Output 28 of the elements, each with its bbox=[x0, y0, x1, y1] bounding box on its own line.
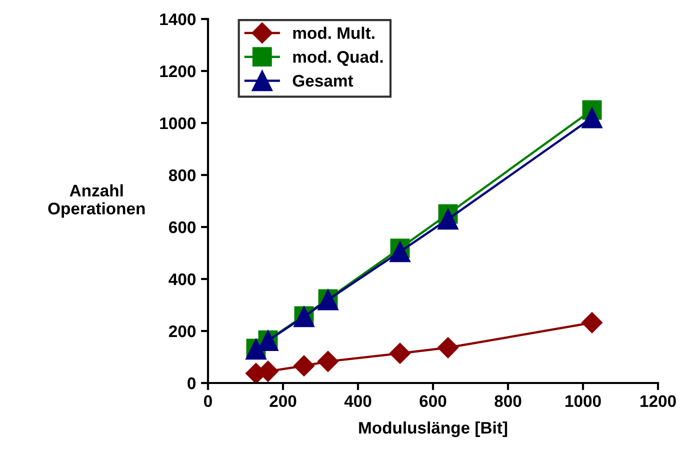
y-tick-label: 400 bbox=[168, 273, 196, 286]
y-axis-title: Anzahl Operationen bbox=[48, 184, 145, 218]
point bbox=[582, 107, 602, 128]
legend-label: Gesamt bbox=[292, 74, 354, 87]
x-tick-label: 1000 bbox=[566, 395, 601, 408]
x-tick-label: 200 bbox=[270, 395, 296, 408]
x-tick-label: 400 bbox=[344, 395, 372, 408]
legend-label: mod. Mult. bbox=[293, 26, 374, 39]
y-tick-label: 1200 bbox=[160, 65, 196, 78]
y-tick-label: 200 bbox=[168, 325, 196, 338]
point bbox=[389, 342, 411, 364]
point bbox=[581, 312, 603, 334]
point bbox=[390, 241, 410, 262]
x-axis-title: Moduluslänge [Bit] bbox=[359, 421, 508, 438]
y-tick-label: 1000 bbox=[160, 117, 196, 130]
y-tick-label: 1400 bbox=[160, 13, 196, 26]
point bbox=[438, 208, 458, 230]
y-tick-label: 0 bbox=[188, 377, 196, 390]
point bbox=[293, 355, 315, 376]
y-tick-label: 600 bbox=[169, 221, 196, 234]
point bbox=[317, 350, 339, 372]
legend-label: mod. Quad. bbox=[293, 50, 383, 66]
x-tick-label: 0 bbox=[204, 395, 212, 408]
x-tick-label: 1200 bbox=[640, 395, 676, 408]
x-tick-label: 800 bbox=[494, 395, 522, 408]
y-tick-label: 800 bbox=[168, 169, 196, 182]
x-tick-label: 600 bbox=[420, 395, 446, 408]
point bbox=[437, 337, 459, 358]
